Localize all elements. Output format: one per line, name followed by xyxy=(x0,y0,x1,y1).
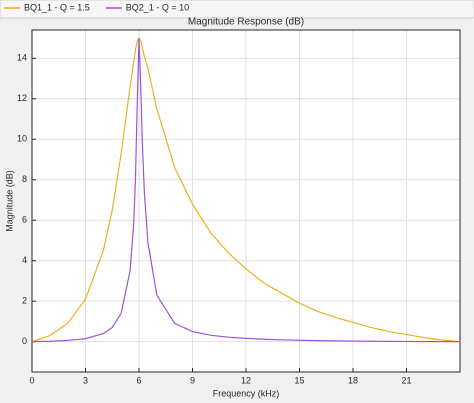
y-tick-label: 6 xyxy=(22,215,27,225)
legend-label: BQ1_1 - Q = 1.5 xyxy=(24,2,90,12)
legend-bar xyxy=(0,0,474,19)
y-tick-label: 12 xyxy=(17,93,27,103)
x-tick-label: 3 xyxy=(83,375,88,385)
y-tick-label: 10 xyxy=(17,134,27,144)
y-tick-label: 4 xyxy=(22,255,27,265)
series-line xyxy=(31,36,461,343)
x-tick-label: 9 xyxy=(190,375,195,385)
y-tick-label: 2 xyxy=(22,296,27,306)
chart-title: Magnitude Response (dB) xyxy=(188,17,304,28)
y-tick-label: 14 xyxy=(17,53,27,63)
axes-box xyxy=(31,29,461,373)
series-line xyxy=(31,38,461,343)
legend-label: BQ2_1 - Q = 10 xyxy=(126,2,189,12)
x-tick-label: 18 xyxy=(348,375,358,385)
x-tick-label: 21 xyxy=(401,375,411,385)
y-axis-label: Magnitude (dB) xyxy=(4,170,14,232)
x-axis-label: Frequency (kHz) xyxy=(213,388,280,398)
x-tick-label: 15 xyxy=(294,375,304,385)
x-tick-label: 6 xyxy=(136,375,141,385)
y-tick-label: 8 xyxy=(22,174,27,184)
x-tick-label: 0 xyxy=(29,375,34,385)
x-tick-label: 12 xyxy=(241,375,251,385)
y-tick-label: 0 xyxy=(22,336,27,346)
